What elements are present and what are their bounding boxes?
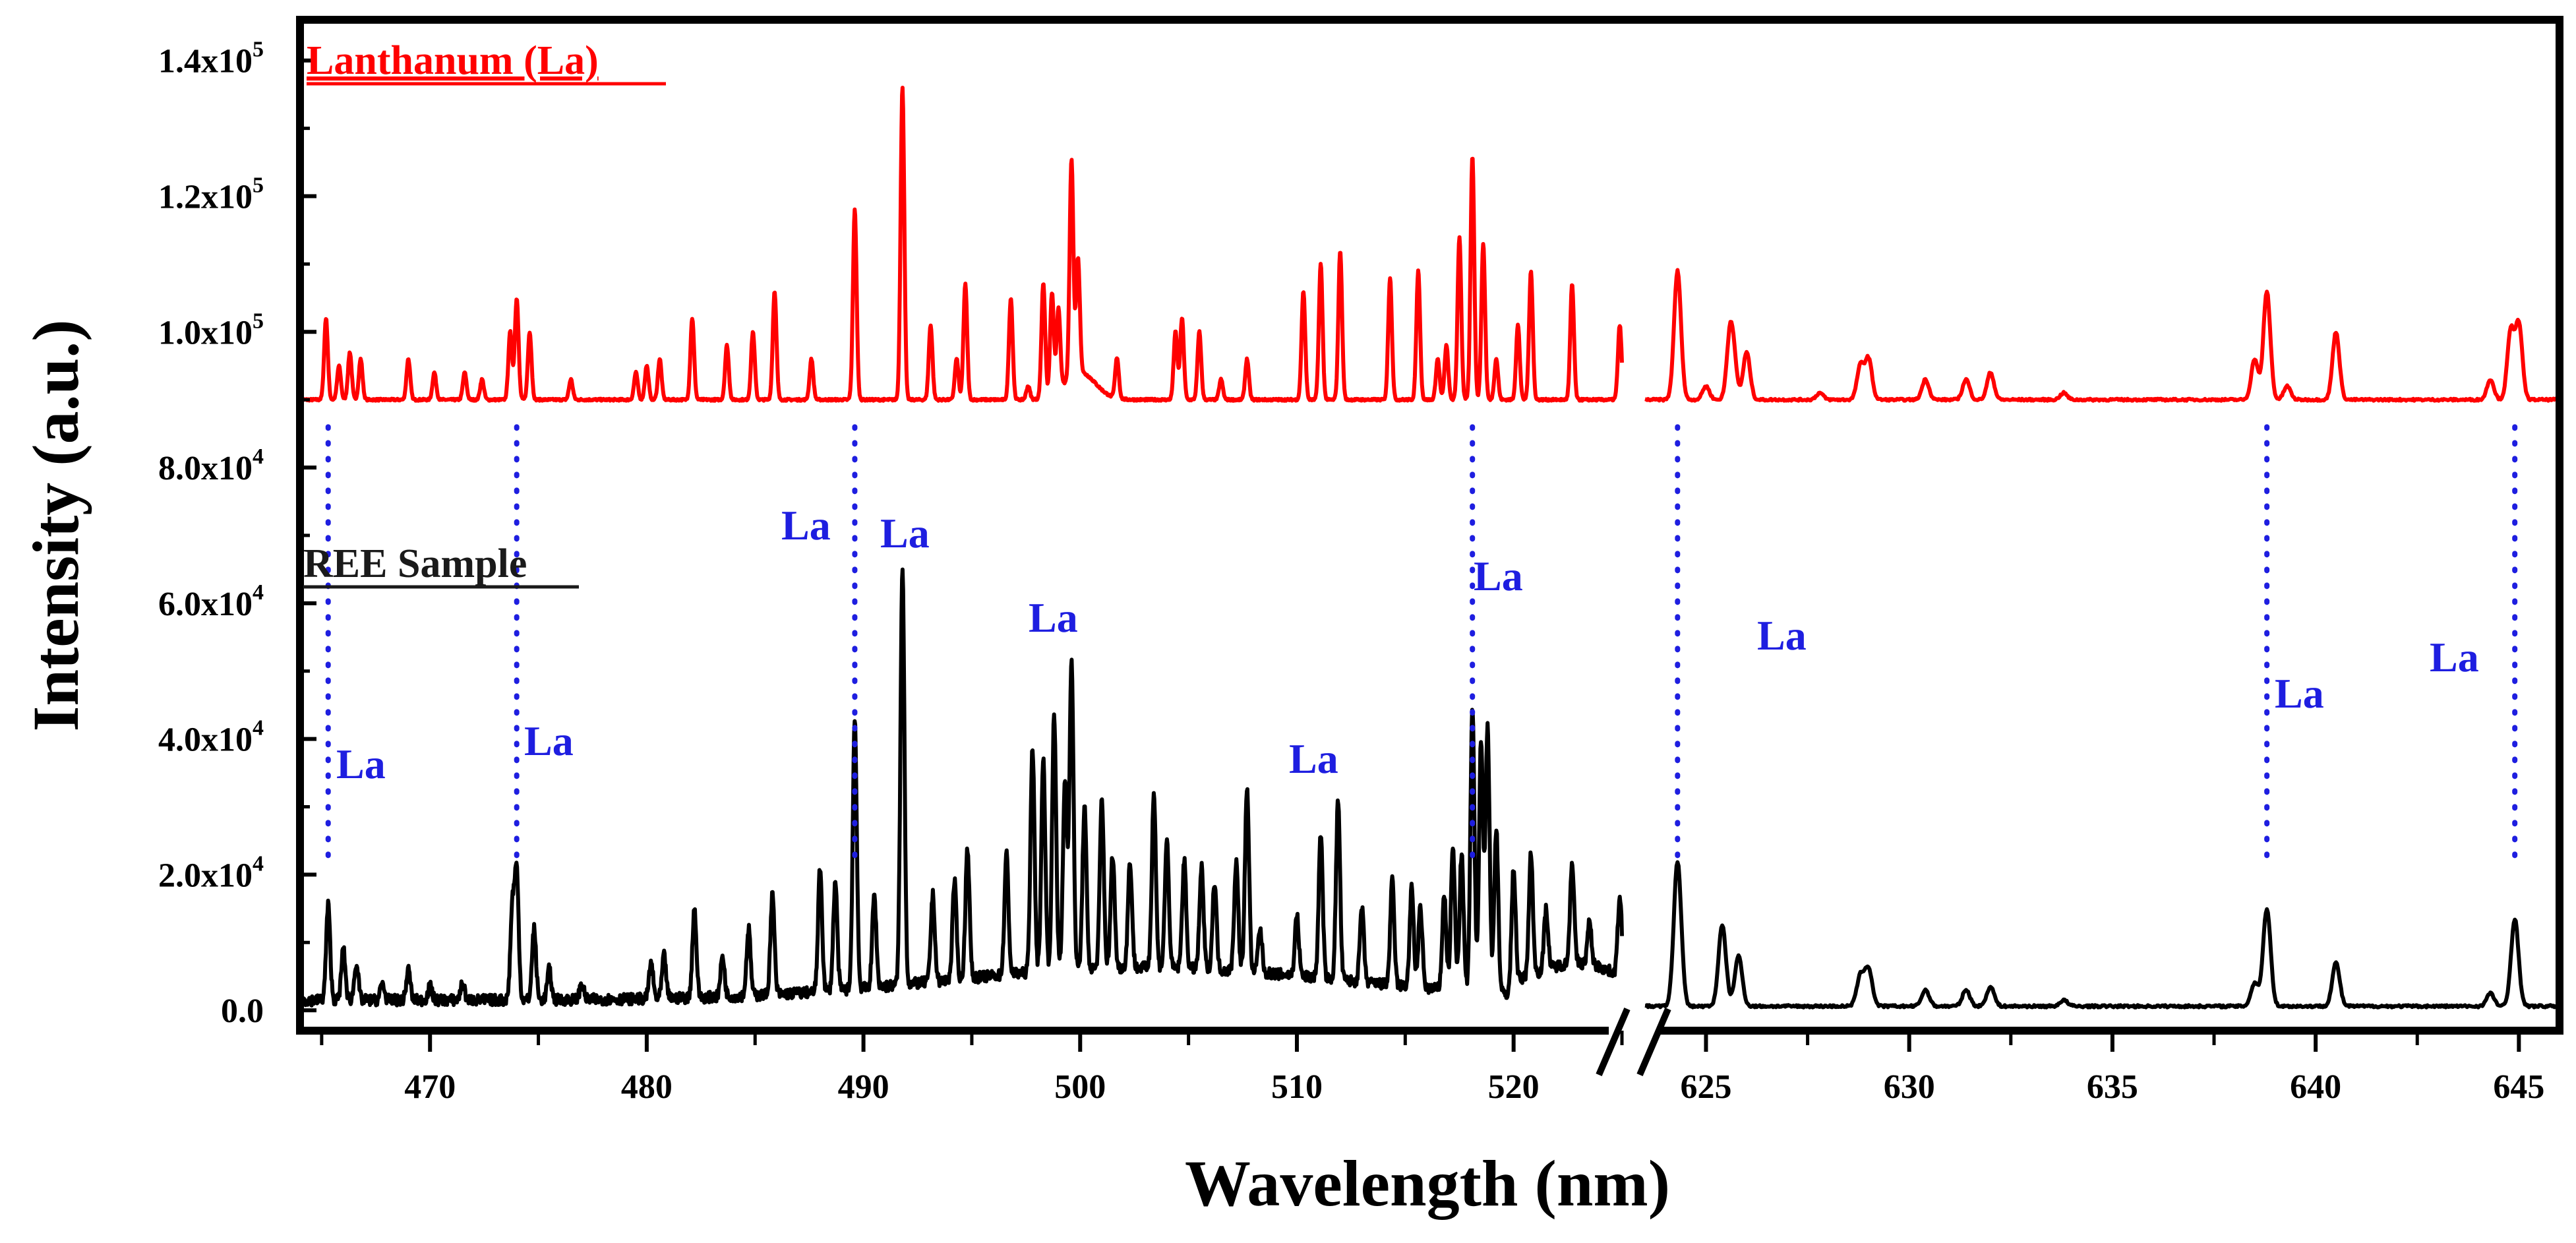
y-tick-label: 4.0x104 xyxy=(158,716,264,759)
series-line-ree-sample-segment-2 xyxy=(1644,860,2561,1010)
la-marker-lines xyxy=(325,424,2518,864)
y-axis-title: Intensity (a.u.) xyxy=(19,319,92,731)
x-tick-label: 635 xyxy=(2087,1068,2138,1106)
x-axis-ticks: 470 480 490 500 510 520 625 630 635 640 645 xyxy=(320,1031,2544,1106)
y-tick-label: 1.2x105 xyxy=(158,173,264,216)
y-axis-ticks: 0.0 2.0x104 4.0x104 6.0x104 8.0x104 1.0x105 1.… xyxy=(158,38,316,1030)
la-annotations: La La La La La La La La La La xyxy=(336,502,2479,787)
axis-break-slash-left xyxy=(1596,1008,1631,1076)
la-annotation-label: La xyxy=(781,502,831,549)
plot-frame xyxy=(296,16,2563,1035)
series-label-lanthanum: Lanthanum (La) xyxy=(307,38,599,83)
x-axis-title: Wavelength (nm) xyxy=(1185,1147,1670,1220)
la-annotation-label: La xyxy=(1289,735,1338,782)
x-tick-label: 480 xyxy=(621,1068,673,1106)
x-tick-label: 470 xyxy=(404,1068,456,1106)
y-tick-exponent: 5 xyxy=(253,309,264,333)
x-tick-label: 500 xyxy=(1054,1068,1106,1106)
y-tick-label: 8.0x104 xyxy=(158,444,264,487)
la-annotation-label: La xyxy=(2430,634,2479,681)
y-tick-label: 1.0x105 xyxy=(158,309,264,351)
y-tick-label: 2.0x104 xyxy=(158,851,264,894)
series-line-lanthanum-segment-1 xyxy=(298,86,1624,403)
series-line-ree-sample-segment-1 xyxy=(298,567,1624,1008)
spectrum-traces xyxy=(298,86,2561,1010)
la-annotation-label: La xyxy=(880,510,930,557)
y-tick-exponent: 5 xyxy=(253,173,264,198)
x-tick-label: 645 xyxy=(2493,1068,2544,1106)
la-annotation-label: La xyxy=(2275,670,2324,717)
y-tick-exponent: 4 xyxy=(253,580,264,605)
series-label-ree-sample: REE Sample xyxy=(303,541,527,586)
y-tick-exponent: 5 xyxy=(253,38,264,62)
la-annotation-label: La xyxy=(1474,553,1523,599)
y-tick-exponent: 4 xyxy=(253,716,264,741)
y-tick-label: 0.0 xyxy=(221,992,264,1030)
x-tick-label: 490 xyxy=(838,1068,889,1106)
x-tick-label: 640 xyxy=(2290,1068,2341,1106)
la-annotation-label: La xyxy=(336,741,386,787)
axis-break-slash-right xyxy=(1636,1008,1671,1076)
la-annotation-label: La xyxy=(1029,594,1078,641)
y-tick-exponent: 4 xyxy=(253,444,264,469)
series-line-lanthanum-segment-2 xyxy=(1644,268,2561,403)
y-tick-label: 1.4x105 xyxy=(158,38,264,80)
la-annotation-label: La xyxy=(1757,612,1807,659)
x-tick-label: 625 xyxy=(1680,1068,1731,1106)
y-tick-label: 6.0x104 xyxy=(158,580,264,623)
x-tick-label: 520 xyxy=(1488,1068,1540,1106)
x-tick-label: 630 xyxy=(1884,1068,1935,1106)
x-tick-label: 510 xyxy=(1271,1068,1323,1106)
la-annotation-label: La xyxy=(524,717,574,764)
y-tick-exponent: 4 xyxy=(253,851,264,876)
